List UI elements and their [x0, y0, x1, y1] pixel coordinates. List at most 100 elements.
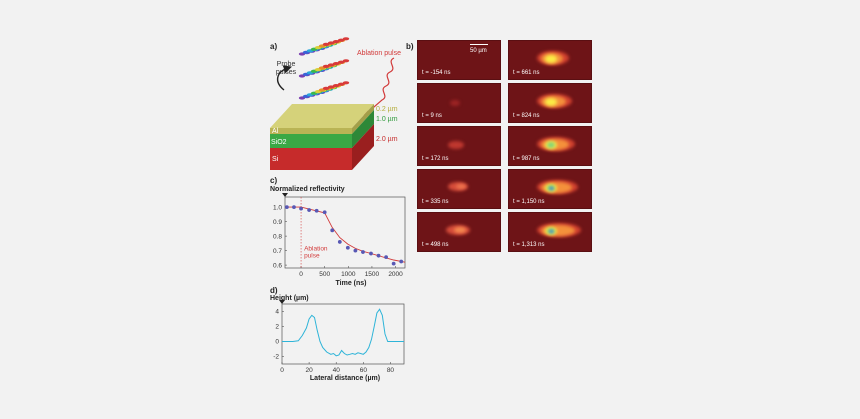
- y-tick-label: 2: [275, 324, 279, 331]
- x-tick-label: 80: [387, 367, 395, 374]
- layer-si-thickness: 2.0 µm: [376, 136, 398, 143]
- probe-pulse-dot: [337, 38, 345, 42]
- frame-time-label: t = 335 ns: [422, 199, 449, 205]
- panel-a-letter: a): [270, 42, 278, 51]
- sio2-layer-side: [352, 110, 374, 148]
- reflectivity-point: [399, 259, 404, 264]
- sio2-layer-front: [270, 134, 352, 148]
- plume-blob: [454, 227, 466, 233]
- reflectivity-point: [391, 261, 396, 266]
- plume-blob: [549, 230, 554, 233]
- ablation-frame: t = 9 ns: [417, 83, 501, 123]
- x-tick-label: 500: [319, 271, 330, 278]
- probe-label-line1: Probe: [276, 61, 296, 68]
- reflectivity-point: [292, 205, 296, 210]
- probe-pulse-dot: [337, 60, 345, 64]
- x-tick-label: 60: [360, 367, 368, 374]
- panel-a-diagram: [270, 37, 395, 170]
- fit-curve: [285, 206, 406, 263]
- plume-blob: [545, 55, 557, 63]
- y-axis-arrow: [282, 193, 288, 197]
- reflectivity-point: [322, 210, 327, 215]
- layered-sample: [270, 104, 374, 170]
- reflectivity-point: [299, 206, 303, 211]
- plume-blob: [448, 141, 464, 149]
- x-tick-label: 1500: [365, 271, 380, 278]
- y-tick-label: 1.0: [273, 204, 282, 211]
- plume-blob: [549, 187, 554, 190]
- reflectivity-chart: 0.6 0.7 0.8 0.9 1.0 0 500 1000 1500 2000 Time (ns)…: [273, 193, 406, 287]
- plume-blob: [545, 98, 557, 106]
- ablation-frame: t = -154 ns: [417, 40, 501, 80]
- panel-d-letter: d): [270, 286, 278, 295]
- ablation-frame: t = 1,150 ns: [508, 169, 592, 209]
- probe-pulse-dot: [342, 59, 350, 63]
- plot-frame: [281, 303, 405, 365]
- probe-pulse-dot: [327, 63, 335, 67]
- reflectivity-point: [345, 245, 350, 250]
- scale-bar-label: 50 µm: [470, 48, 487, 54]
- x-tick-label: 0: [299, 271, 303, 278]
- layer-al-name: Al: [272, 128, 279, 135]
- layer-si-name: Si: [272, 156, 279, 163]
- al-layer-side: [352, 104, 374, 134]
- panel-c-letter: c): [270, 176, 278, 185]
- scale-bar: [470, 44, 488, 45]
- x-axis-title: Lateral distance (µm): [310, 375, 380, 382]
- reflectivity-point: [284, 205, 289, 210]
- plot-frame: [284, 196, 406, 269]
- x-tick-label: 40: [333, 367, 341, 374]
- ablation-frame: t = 172 ns: [417, 126, 501, 166]
- reflectivity-point: [314, 208, 319, 213]
- plume-blob: [541, 225, 575, 236]
- frame-time-label: t = 9 ns: [422, 113, 442, 119]
- si-layer-side: [352, 124, 374, 170]
- probe-pulse-dot: [327, 41, 335, 45]
- panel-b-letter: b): [406, 42, 414, 51]
- ablation-frame: t = 1,313 ns: [508, 212, 592, 252]
- reflectivity-point: [369, 251, 373, 256]
- y-tick-label: 0.7: [273, 248, 282, 255]
- probe-pulse-dot: [332, 84, 340, 88]
- x-tick-label: 1000: [341, 271, 356, 278]
- frame-time-label: t = 661 ns: [513, 70, 540, 76]
- si-layer-front: [270, 148, 352, 170]
- probe-pulse-dot: [342, 81, 350, 85]
- y-tick-label: 0.9: [273, 219, 282, 226]
- height-profile-line: [282, 308, 404, 357]
- frame-time-label: t = -154 ns: [422, 70, 451, 76]
- probe-pulse-dot: [332, 40, 340, 44]
- y-tick-label: 4: [275, 309, 279, 316]
- reflectivity-point: [330, 228, 335, 233]
- ablation-annotation-line2: pulse: [304, 253, 320, 260]
- plume-blob: [450, 100, 460, 106]
- probe-pulse-dot: [327, 85, 335, 89]
- reflectivity-point: [361, 250, 365, 254]
- x-tick-label: 2000: [388, 271, 403, 278]
- y-axis-arrow: [279, 300, 285, 304]
- panel-c-title: Normalized reflectivity: [270, 186, 345, 193]
- ablation-pulse-label: Ablation pulse: [357, 50, 401, 57]
- probe-pulse-dot: [342, 37, 350, 41]
- frame-time-label: t = 172 ns: [422, 156, 449, 162]
- probe-pulse-dot: [322, 86, 330, 90]
- x-tick-label: 0: [280, 367, 284, 374]
- y-tick-label: -2: [273, 354, 279, 361]
- frame-time-label: t = 1,150 ns: [513, 199, 545, 205]
- plume-blob: [547, 142, 555, 148]
- reflectivity-point: [337, 240, 342, 244]
- ablation-frame: t = 987 ns: [508, 126, 592, 166]
- probe-pulse-dot: [322, 42, 330, 46]
- reflectivity-point: [384, 255, 389, 260]
- probe-pulse-dot: [322, 64, 330, 68]
- ablation-frame: t = 335 ns: [417, 169, 501, 209]
- ablation-wave: [363, 57, 395, 117]
- frame-time-label: t = 824 ns: [513, 113, 540, 119]
- layer-al-thickness: 0.2 µm: [376, 106, 398, 113]
- ablation-frame: t = 498 ns: [417, 212, 501, 252]
- al-layer-top: [270, 104, 374, 128]
- reflectivity-point: [376, 253, 381, 258]
- y-tick-label: 0.8: [273, 233, 282, 240]
- y-tick-label: 0: [275, 339, 279, 346]
